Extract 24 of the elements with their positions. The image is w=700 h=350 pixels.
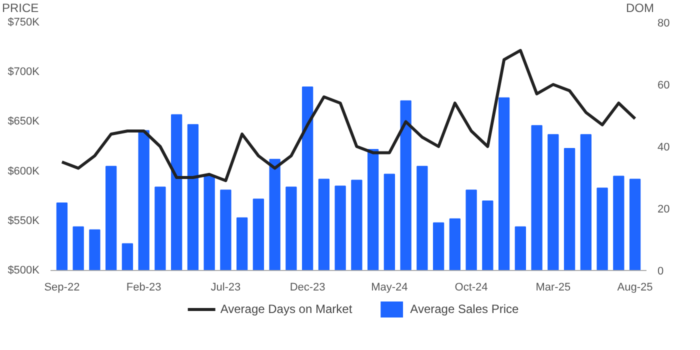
- x-tick-label: Mar-25: [536, 282, 571, 294]
- y2-axis-title: DOM: [626, 0, 654, 17]
- y-tick-label: $750K: [8, 16, 40, 28]
- x-tick-label: Jul-23: [210, 282, 241, 294]
- legend-label: Average Days on Market: [220, 302, 352, 316]
- x-tick-label: Aug-25: [617, 282, 653, 294]
- x-tick-label: Oct-24: [454, 282, 488, 294]
- line-series: [60, 48, 637, 182]
- x-tick-label: Dec-23: [290, 282, 326, 294]
- x-tick-label: Sep-22: [44, 282, 80, 294]
- y-axis-title: PRICE: [2, 0, 39, 17]
- y-tick-label: $650K: [8, 116, 40, 128]
- y2-tick-label: 80: [658, 18, 670, 30]
- y-tick-label: $550K: [8, 214, 40, 227]
- x-tick-label: May-24: [371, 282, 408, 294]
- y2-tick-label: 40: [658, 142, 670, 154]
- y-tick-label: $700K: [8, 66, 40, 78]
- y-tick-label: $500K: [8, 264, 40, 276]
- legend-label: Average Sales Price: [410, 302, 519, 316]
- x-tick-label: Feb-23: [126, 282, 162, 294]
- y2-tick-label: 0: [658, 266, 664, 278]
- y-tick-label: $600K: [8, 165, 40, 178]
- y2-tick-label: 20: [658, 204, 670, 216]
- y2-tick-label: 60: [658, 80, 670, 92]
